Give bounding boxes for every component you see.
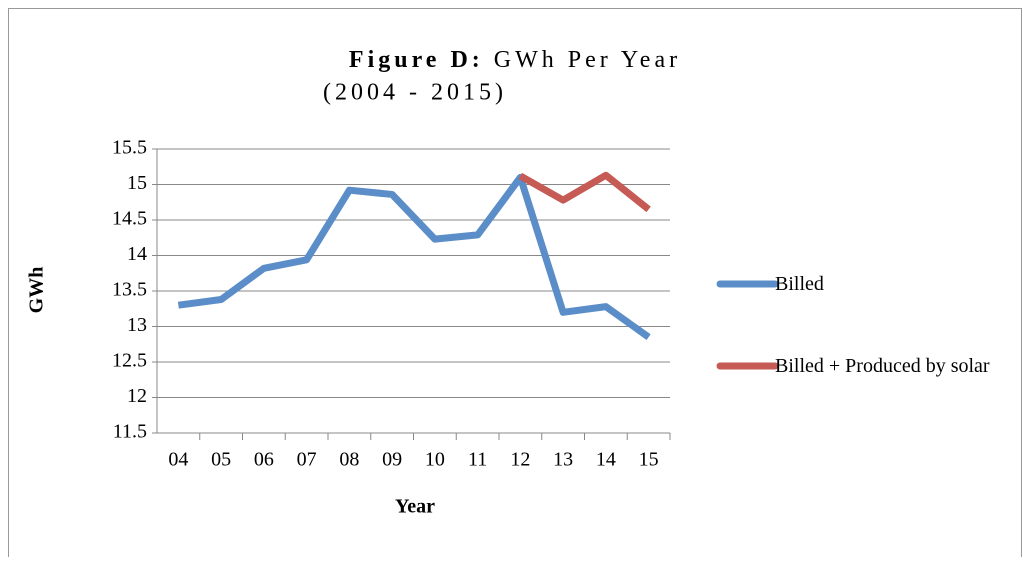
x-tick-label: 11 [468,449,487,471]
series-line [177,173,651,340]
y-tick-label: 13 [127,314,147,336]
y-axis-label: GWh [26,267,48,314]
x-tick-label: 15 [639,449,659,471]
chart-title: GWh Per Year [494,47,681,73]
x-tick-label: 13 [553,449,573,471]
chart-border [8,8,1022,562]
y-tick-label: 13.5 [112,279,147,301]
legend-label: Billed [775,273,824,295]
chart-subtitle: (2004 - 2015) [323,80,507,106]
series-line [518,171,651,213]
chart-title-line: Figure D: GWh Per Year [349,47,681,73]
x-tick-label: 08 [339,449,359,471]
y-tick-label: 14.5 [112,208,147,230]
x-tick-label: 10 [425,449,445,471]
chart-title-label: Figure D: [349,47,484,73]
x-tick-label: 05 [211,449,231,471]
y-tick-label: 12.5 [112,350,147,372]
x-axis-label: Year [395,496,435,518]
legend-label: Billed + Produced by solar [775,355,990,377]
x-tick-label: 07 [297,449,317,471]
y-tick-label: 11.5 [113,421,147,443]
y-tick-label: 15 [127,172,147,194]
y-tick-label: 12 [127,385,147,407]
x-tick-label: 09 [382,449,402,471]
x-tick-label: 14 [596,449,616,471]
y-tick-label: 14 [127,243,147,265]
x-tick-label: 06 [254,449,274,471]
x-tick-label: 12 [510,449,530,471]
x-tick-label: 04 [168,449,188,471]
y-tick-label: 15.5 [112,137,147,159]
